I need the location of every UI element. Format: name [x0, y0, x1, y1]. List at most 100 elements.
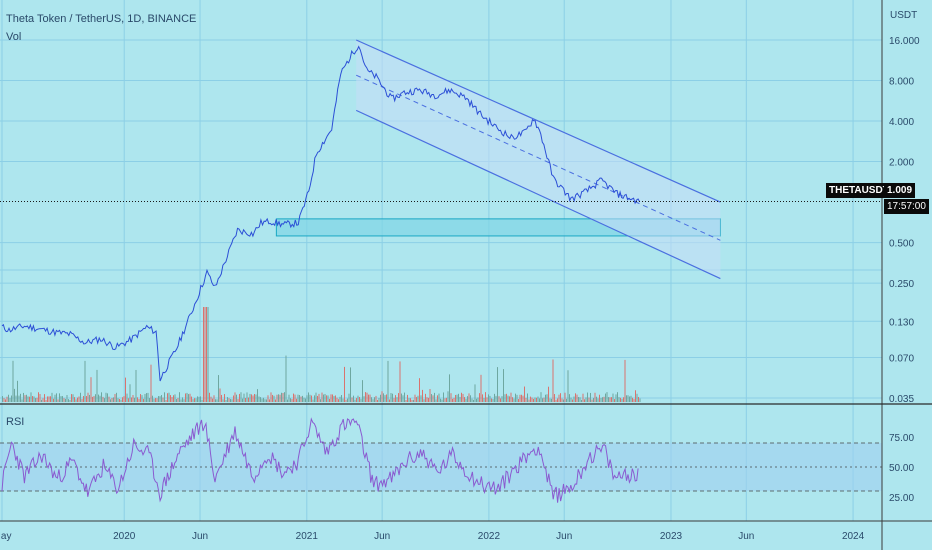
- volume-bar: [469, 395, 471, 402]
- volume-bar: [636, 393, 638, 402]
- rsi-legend[interactable]: RSI: [6, 416, 25, 428]
- volume-bar: [13, 388, 15, 402]
- volume-bar: [450, 393, 452, 402]
- volume-bar: [328, 398, 330, 402]
- rsi-guide-lines: [0, 442, 882, 492]
- volume-bar: [67, 399, 69, 402]
- volume-bar: [223, 394, 225, 402]
- volume-bar: [459, 396, 461, 402]
- volume-bar: [622, 397, 624, 402]
- volume-bar: [39, 394, 41, 402]
- volume-bar: [81, 399, 83, 402]
- volume-bar: [319, 399, 321, 402]
- volume-bar: [429, 389, 431, 402]
- volume-bar: [172, 395, 174, 402]
- volume-bar: [255, 394, 257, 402]
- volume-bar: [357, 395, 359, 402]
- rsi-series-line: [1, 417, 639, 503]
- volume-bar: [396, 397, 398, 402]
- volume-bar: [51, 392, 53, 402]
- volume-bar: [561, 398, 563, 402]
- volume-bar: [423, 399, 425, 402]
- volume-bar: [604, 393, 606, 402]
- volume-bar: [430, 394, 432, 402]
- volume-bar: [501, 396, 503, 402]
- volume-bars: [1, 307, 641, 402]
- volume-bar: [424, 393, 426, 402]
- volume-bar: [550, 398, 552, 402]
- volume-bar: [421, 389, 423, 402]
- chart-title[interactable]: Theta Token / TetherUS, 1D, BINANCE: [6, 13, 197, 25]
- time-tick-label: 2021: [296, 531, 319, 542]
- volume-bar: [591, 399, 593, 402]
- volume-bar: [277, 394, 279, 402]
- volume-bar: [405, 399, 407, 402]
- volume-legend[interactable]: Vol: [6, 31, 22, 43]
- time-axis-ticks[interactable]: May 2020 Jun 2021 Jun 2022 Jun 2023 Jun 2024: [0, 531, 865, 542]
- volume-bar: [33, 396, 35, 402]
- volume-bar: [568, 394, 570, 402]
- volume-bar: [208, 392, 210, 402]
- volume-bar: [189, 393, 191, 402]
- volume-bar: [90, 377, 92, 402]
- volume-bar: [415, 397, 417, 402]
- price-series-line: [1, 45, 640, 382]
- volume-bar: [54, 394, 56, 402]
- volume-bar: [133, 397, 135, 402]
- volume-bar: [268, 399, 270, 402]
- volume-bar: [153, 398, 155, 402]
- volume-bar: [531, 397, 533, 402]
- volume-bar: [606, 392, 608, 402]
- volume-bar: [216, 399, 218, 402]
- volume-bar: [633, 399, 635, 402]
- volume-bar: [97, 394, 99, 402]
- volume-bar: [361, 380, 363, 402]
- volume-bar: [465, 398, 467, 402]
- volume-bar: [334, 395, 336, 402]
- volume-bar: [630, 395, 632, 402]
- volume-bar: [220, 394, 222, 402]
- volume-bar: [37, 392, 39, 402]
- volume-bar: [175, 399, 177, 402]
- volume-bar: [238, 393, 240, 402]
- symbol-badge: THETAUSDT: [826, 183, 892, 198]
- volume-bar: [21, 399, 23, 402]
- volume-bar: [109, 399, 111, 402]
- volume-bar: [301, 395, 303, 402]
- volume-bar: [394, 395, 396, 402]
- volume-bar: [510, 392, 512, 402]
- volume-bar: [352, 395, 354, 402]
- volume-bar: [28, 396, 30, 402]
- volume-bar: [60, 396, 62, 402]
- volume-bar: [114, 394, 116, 402]
- volume-bar: [372, 399, 374, 402]
- volume-bar: [525, 397, 527, 402]
- volume-bar: [3, 398, 5, 402]
- volume-bar: [99, 395, 101, 402]
- volume-bar: [577, 397, 579, 402]
- volume-bar: [447, 391, 449, 402]
- volume-bar: [339, 396, 341, 402]
- volume-bar: [91, 396, 93, 402]
- price-axis-ticks[interactable]: 16.000 8.000 4.000 2.000 0.500 0.250 0.130 0.07…: [889, 36, 920, 405]
- volume-bar: [244, 398, 246, 402]
- volume-bar: [70, 394, 72, 402]
- volume-bar: [310, 395, 312, 402]
- volume-bar: [75, 399, 77, 402]
- volume-bar: [322, 394, 324, 402]
- volume-bar: [147, 392, 149, 402]
- volume-bar: [201, 399, 203, 402]
- volume-bar: [436, 395, 438, 402]
- volume-bar: [463, 397, 465, 402]
- volume-bar: [435, 399, 437, 402]
- volume-bar: [489, 395, 491, 402]
- volume-bar: [42, 398, 44, 402]
- volume-bar: [337, 399, 339, 402]
- volume-bar: [103, 398, 105, 402]
- volume-bar: [625, 395, 627, 402]
- volume-bar: [637, 396, 639, 402]
- time-tick-label: 2023: [660, 531, 683, 542]
- volume-bar: [306, 395, 308, 402]
- volume-bar: [598, 394, 600, 402]
